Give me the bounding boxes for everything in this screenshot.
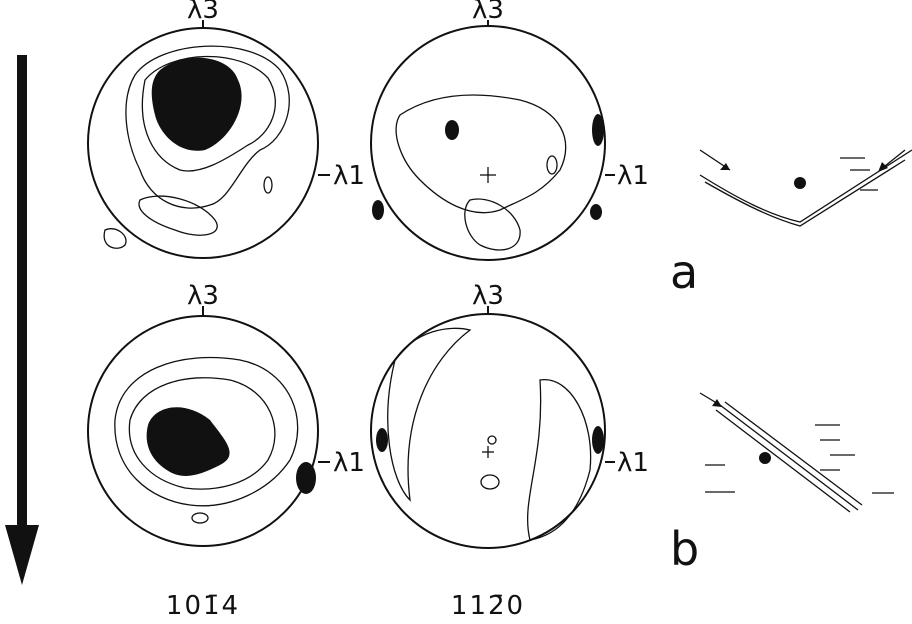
shear-arrow <box>5 55 39 585</box>
axis-label: λ1 <box>333 448 365 478</box>
pole-figure <box>370 20 615 261</box>
caption: 112̄0 <box>451 591 525 621</box>
panel-label: a <box>670 245 698 299</box>
pole-figure <box>87 20 330 259</box>
axis-label: λ1 <box>617 161 649 191</box>
pole-figure <box>370 306 615 549</box>
axis-label: λ3 <box>187 0 219 25</box>
axis-label: λ3 <box>472 0 504 25</box>
axis-label: λ1 <box>333 161 365 191</box>
shear-sketch <box>699 392 894 513</box>
axis-label: λ1 <box>617 448 649 478</box>
panel-label: b <box>670 522 699 576</box>
axis-label: λ3 <box>187 281 219 311</box>
shear-sketch <box>699 149 912 227</box>
axis-label: λ3 <box>472 281 504 311</box>
pole-figure <box>87 306 330 547</box>
caption: 101̄4 <box>166 591 240 621</box>
